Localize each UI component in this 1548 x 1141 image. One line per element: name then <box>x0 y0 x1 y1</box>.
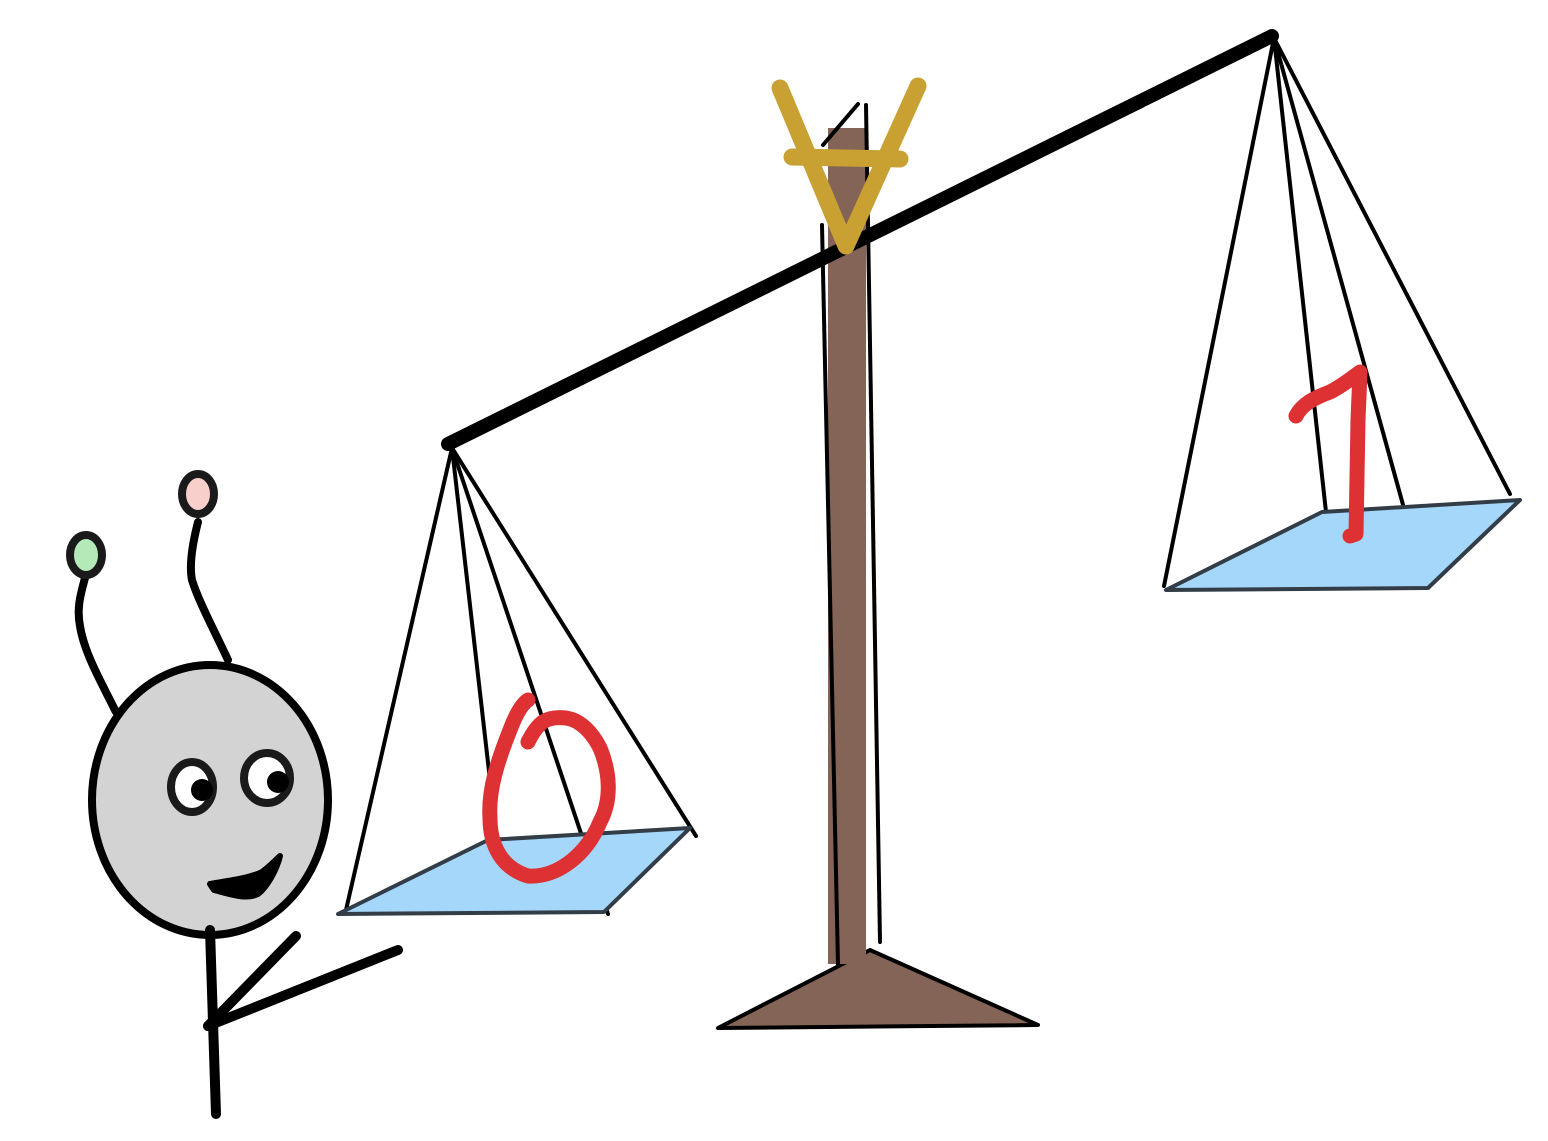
scale-base <box>716 948 1040 1030</box>
alien-antenna-right-tip <box>178 470 218 518</box>
alien-antenna-right <box>186 518 232 664</box>
alien-eyes <box>167 749 294 816</box>
balance-scale: 0 1 <box>336 29 1522 1030</box>
right-pan-label: 1 <box>1288 364 1368 544</box>
scale-pole-outline <box>820 102 882 967</box>
right-pan <box>1164 498 1522 592</box>
alien-leg-kick <box>203 931 301 1031</box>
scale-beam <box>441 29 1279 451</box>
alien-leg-extended <box>203 945 403 1031</box>
left-pan-label: 0 <box>482 692 616 884</box>
forall-icon <box>771 77 927 255</box>
alien-antenna-left-tip <box>66 531 106 579</box>
right-pan-strings <box>1162 36 1512 590</box>
alien-character-icon <box>66 470 403 1119</box>
alien-mouth <box>207 853 283 900</box>
alien-antenna-left <box>74 570 120 716</box>
